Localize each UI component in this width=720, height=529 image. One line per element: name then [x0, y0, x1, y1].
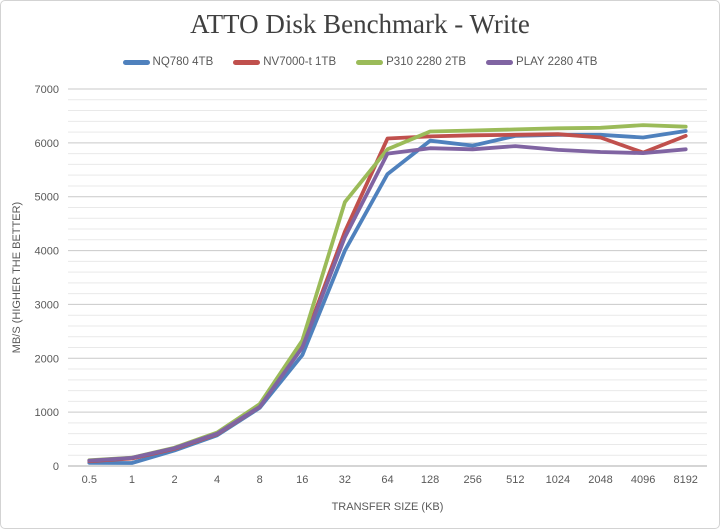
x-tick-label: 2048 [588, 474, 612, 486]
x-tick-label: 8192 [673, 474, 697, 486]
y-axis-title: MB/S (HIGHER THE BETTER) [11, 202, 23, 353]
y-tick-label: 5000 [35, 192, 59, 204]
x-tick-label: 4096 [631, 474, 655, 486]
y-tick-label: 2000 [35, 353, 59, 365]
series-line-nq780-4tb [87, 129, 688, 465]
legend-line-marker [233, 59, 261, 65]
legend-item-nv7000t-1tb: NV7000-t 1TB [233, 56, 336, 68]
y-tick-label: 4000 [35, 246, 59, 258]
x-axis-title: TRANSFER SIZE (KB) [332, 501, 444, 513]
y-tick-label: 7000 [35, 84, 59, 96]
series-line-play-2280-4tb [87, 144, 688, 463]
x-tick-label: 256 [464, 474, 482, 486]
x-tick-label: 128 [421, 474, 439, 486]
x-tick-label: 2 [171, 474, 177, 486]
x-tick-label: 4 [214, 474, 220, 486]
x-tick-label: 0.5 [82, 474, 97, 486]
x-tick-label: 32 [339, 474, 351, 486]
legend-item-play-2280-4tb: PLAY 2280 4TB [486, 56, 597, 68]
y-tick-label: 6000 [35, 138, 59, 150]
chart-title: ATTO Disk Benchmark - Write [190, 9, 530, 39]
legend-item-nq780-4tb: NQ780 4TB [122, 56, 214, 68]
x-tick-label: 16 [296, 474, 308, 486]
legend-item-p310-2280-2tb: P310 2280 2TB [356, 56, 466, 68]
x-tick-label: 512 [506, 474, 524, 486]
x-tick-label: 1024 [546, 474, 570, 486]
legend-label: NV7000-t 1TB [263, 56, 337, 68]
legend-label: PLAY 2280 4TB [516, 56, 598, 68]
x-tick-label: 64 [381, 474, 393, 486]
legend-label: NQ780 4TB [152, 56, 214, 68]
legend: NQ780 4TB NV7000-t 1TB P310 2280 2TB PLA… [1, 56, 719, 68]
y-tick-label: 3000 [35, 299, 59, 311]
legend-line-marker [356, 59, 384, 65]
x-tick-label: 1 [129, 474, 135, 486]
y-tick-label: 1000 [35, 407, 59, 419]
x-tick-label: 8 [257, 474, 263, 486]
legend-line-marker [486, 59, 514, 65]
legend-line-marker [122, 59, 150, 65]
legend-label: P310 2280 2TB [386, 56, 467, 68]
y-tick-label: 0 [53, 461, 59, 473]
